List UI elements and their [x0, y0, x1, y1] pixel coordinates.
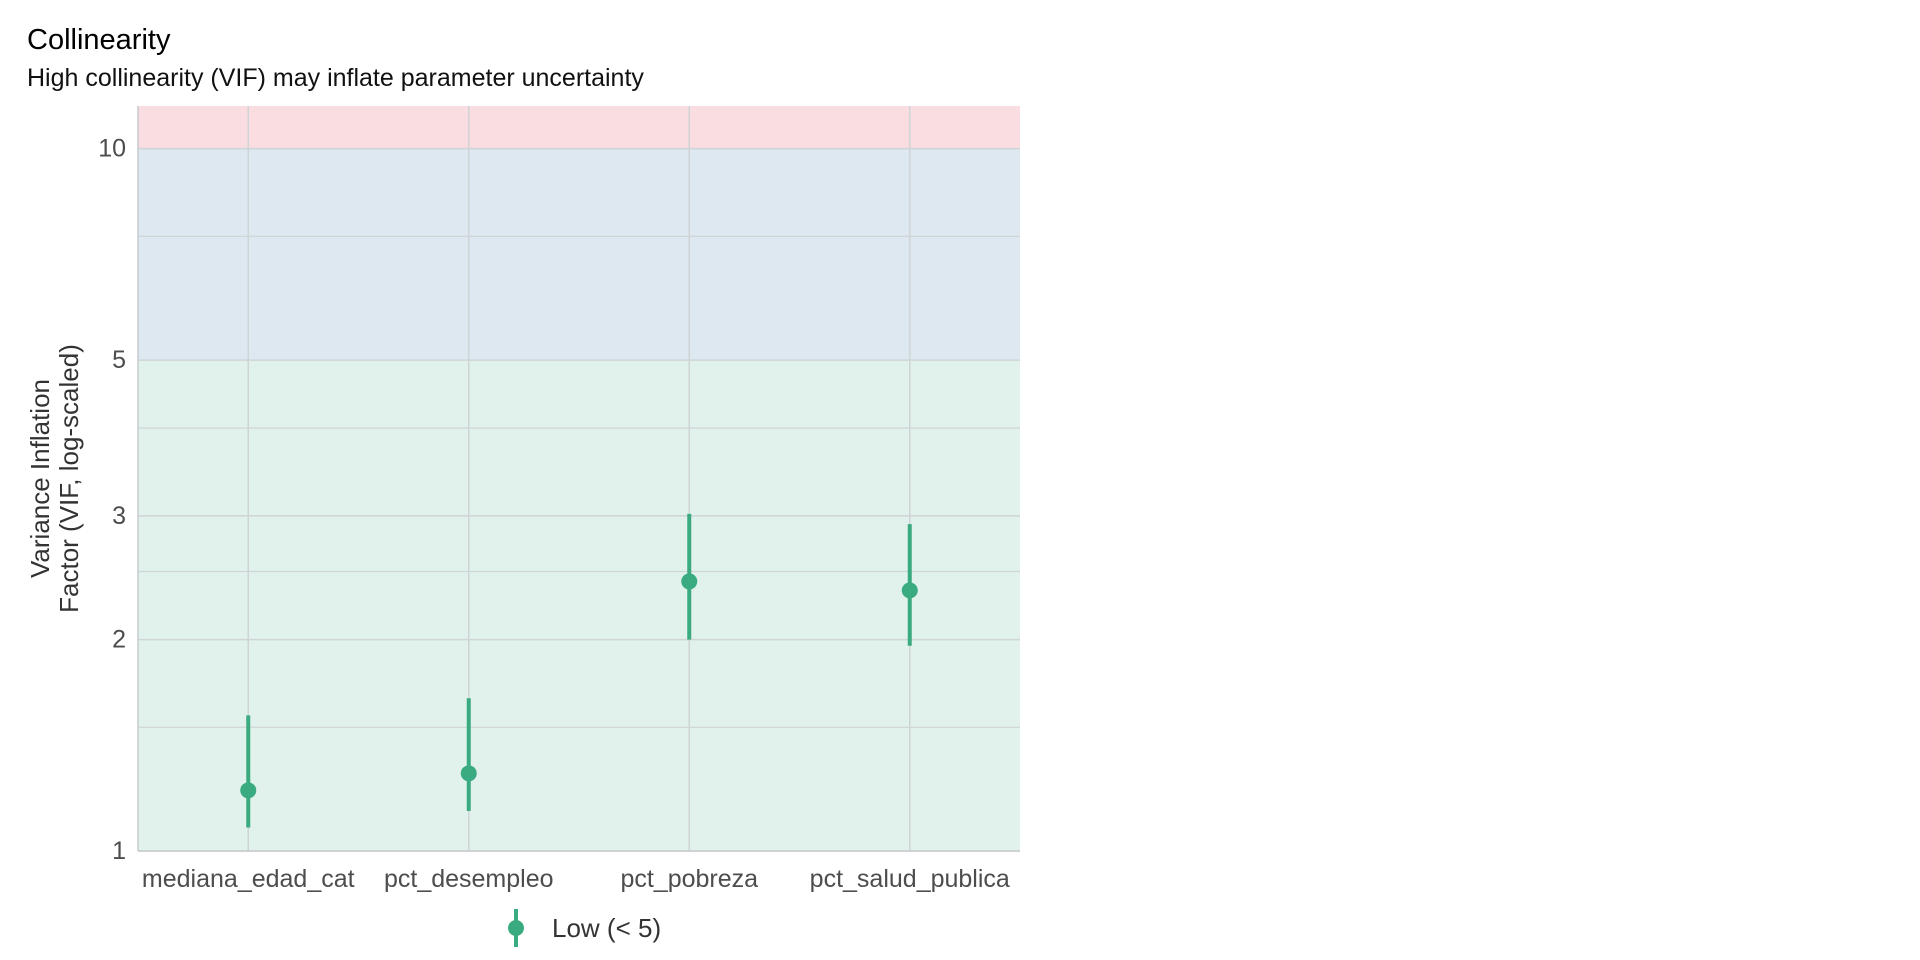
tick-labels: 1 2 3 5 10 mediana_edad_cat pct_desempleo pct_p… [98, 135, 1010, 893]
chart-subtitle: High collinearity (VIF) may inflate para… [27, 64, 644, 92]
y-axis-title-line: Factor (VIF, log-scaled) [54, 344, 84, 613]
gridlines [138, 106, 1020, 852]
y-tick-label: 2 [112, 626, 126, 654]
legend-label: Low (< 5) [552, 913, 661, 943]
data-point [901, 582, 918, 599]
y-axis-title-line: Variance Inflation [25, 379, 55, 578]
y-tick-label: 1 [112, 837, 126, 865]
data-point [460, 765, 477, 782]
x-tick-label: pct_desempleo [384, 865, 554, 893]
legend-key-point [508, 920, 524, 936]
chart-title: Collinearity [27, 24, 171, 56]
band-1 [138, 148, 1020, 361]
data-point [681, 573, 698, 590]
x-tick-label: pct_salud_publica [810, 865, 1010, 893]
y-tick-label: 5 [112, 346, 126, 374]
data-point [240, 782, 257, 799]
legend: Low (< 5) [508, 909, 661, 947]
y-tick-label: 3 [112, 502, 126, 530]
axis-lines [137, 106, 1020, 852]
data-marks [240, 513, 918, 828]
band-2 [138, 106, 1020, 149]
x-tick-label: mediana_edad_cat [142, 865, 355, 893]
band-0 [138, 360, 1020, 851]
y-axis-title: Variance Inflation Factor (VIF, log-scale… [25, 344, 84, 613]
x-tick-label: pct_pobreza [620, 865, 758, 893]
threshold-bands [138, 106, 1020, 851]
y-tick-label: 10 [98, 135, 126, 163]
